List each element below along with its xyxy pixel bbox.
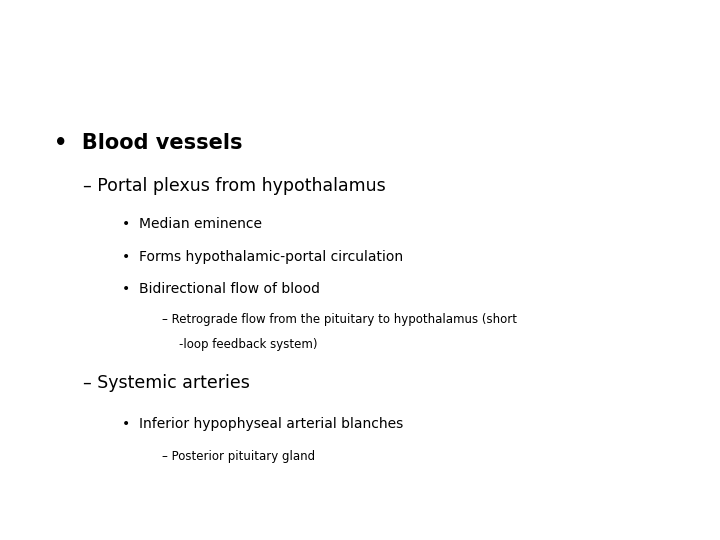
Text: – Posterior pituitary gland: – Posterior pituitary gland	[162, 450, 315, 463]
Text: -loop feedback system): -loop feedback system)	[179, 338, 317, 351]
Text: – Portal plexus from hypothalamus: – Portal plexus from hypothalamus	[83, 177, 385, 195]
Text: •  Forms hypothalamic-portal circulation: • Forms hypothalamic-portal circulation	[122, 249, 403, 264]
Text: – Systemic arteries: – Systemic arteries	[83, 374, 250, 393]
Text: •  Inferior hypophyseal arterial blanches: • Inferior hypophyseal arterial blanches	[122, 417, 404, 431]
Text: •  Bidirectional flow of blood: • Bidirectional flow of blood	[122, 282, 320, 296]
Text: •  Blood vessels: • Blood vessels	[54, 133, 243, 153]
Text: •  Median eminence: • Median eminence	[122, 217, 262, 231]
Text: – Retrograde flow from the pituitary to hypothalamus (short: – Retrograde flow from the pituitary to …	[162, 313, 517, 326]
